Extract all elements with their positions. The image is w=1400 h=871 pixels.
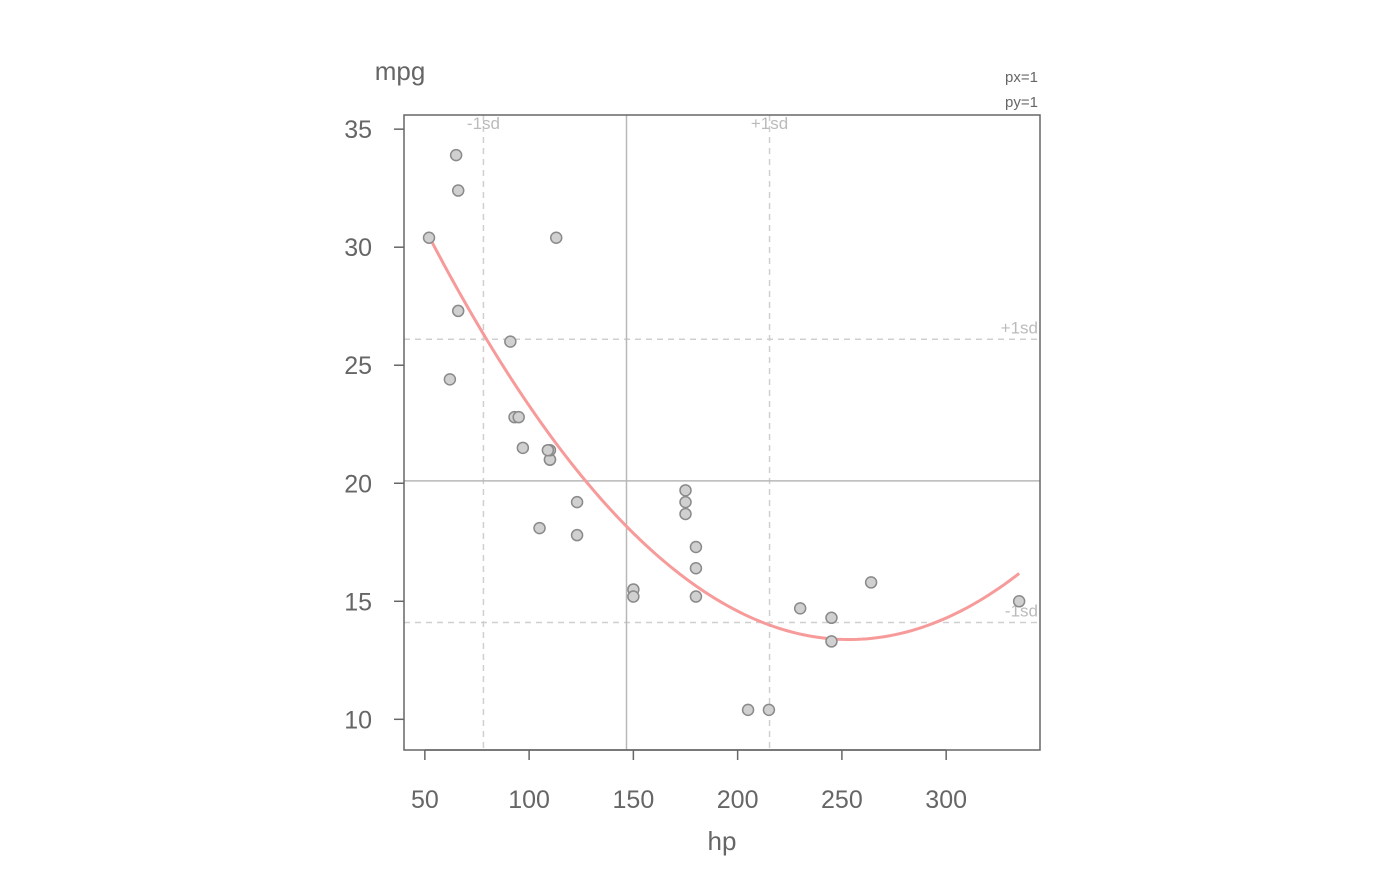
data-point-5 — [534, 523, 545, 534]
x-tick-label: 50 — [411, 786, 439, 814]
fit-curve — [429, 236, 1019, 639]
data-point-10 — [572, 530, 583, 541]
x-plus-1sd-label: +1sd — [751, 114, 788, 133]
y-tick-label: 35 — [344, 116, 372, 144]
data-point-6 — [826, 612, 837, 623]
x-tick-label: 100 — [508, 786, 550, 814]
data-point-25 — [453, 305, 464, 316]
y-plus-1sd-label: +1sd — [1001, 318, 1038, 337]
data-point-27 — [551, 232, 562, 243]
data-point-9 — [572, 497, 583, 508]
data-point-29 — [680, 485, 691, 496]
y-tick-label: 10 — [344, 706, 372, 734]
plot-frame — [404, 115, 1040, 750]
data-point-18 — [424, 232, 435, 243]
y-axis: 10 15 20 25 30 35 — [344, 116, 404, 734]
y-tick-label: 15 — [344, 588, 372, 616]
data-point-26 — [505, 336, 516, 347]
data-point-14 — [743, 704, 754, 715]
data-point-23 — [826, 636, 837, 647]
x-tick-label: 150 — [613, 786, 655, 814]
y-tick-label: 25 — [344, 352, 372, 380]
data-point-13 — [690, 591, 701, 602]
x-tick-label: 300 — [925, 786, 967, 814]
fit-curve-group — [429, 236, 1019, 639]
data-point-7 — [444, 374, 455, 385]
y-tick-label: 30 — [344, 234, 372, 262]
data-point-16 — [795, 603, 806, 614]
data-point-20 — [517, 442, 528, 453]
data-point-24 — [680, 497, 691, 508]
corner-label-px: px=1 — [1005, 69, 1038, 86]
data-point-4 — [680, 508, 691, 519]
data-point-15 — [763, 704, 774, 715]
x-axis-title: hp — [708, 826, 737, 856]
data-point-17 — [453, 185, 464, 196]
data-point-28 — [866, 577, 877, 588]
data-point-11 — [690, 563, 701, 574]
data-points — [424, 150, 1025, 716]
corner-label-py: py=1 — [1005, 94, 1038, 111]
data-point-30 — [1014, 596, 1025, 607]
reference-lines: -1sd+1sd+1sd-1sd — [404, 114, 1040, 750]
x-tick-label: 200 — [717, 786, 759, 814]
x-axis: 50 100 150 200 250 300 — [411, 750, 967, 814]
data-point-19 — [451, 150, 462, 161]
y-tick-label: 20 — [344, 470, 372, 498]
x-tick-label: 250 — [821, 786, 863, 814]
data-point-31 — [542, 445, 553, 456]
data-point-8 — [513, 412, 524, 423]
data-point-22 — [628, 591, 639, 602]
data-point-12 — [690, 541, 701, 552]
y-axis-title: mpg — [375, 56, 426, 86]
x-minus-1sd-label: -1sd — [467, 114, 500, 133]
